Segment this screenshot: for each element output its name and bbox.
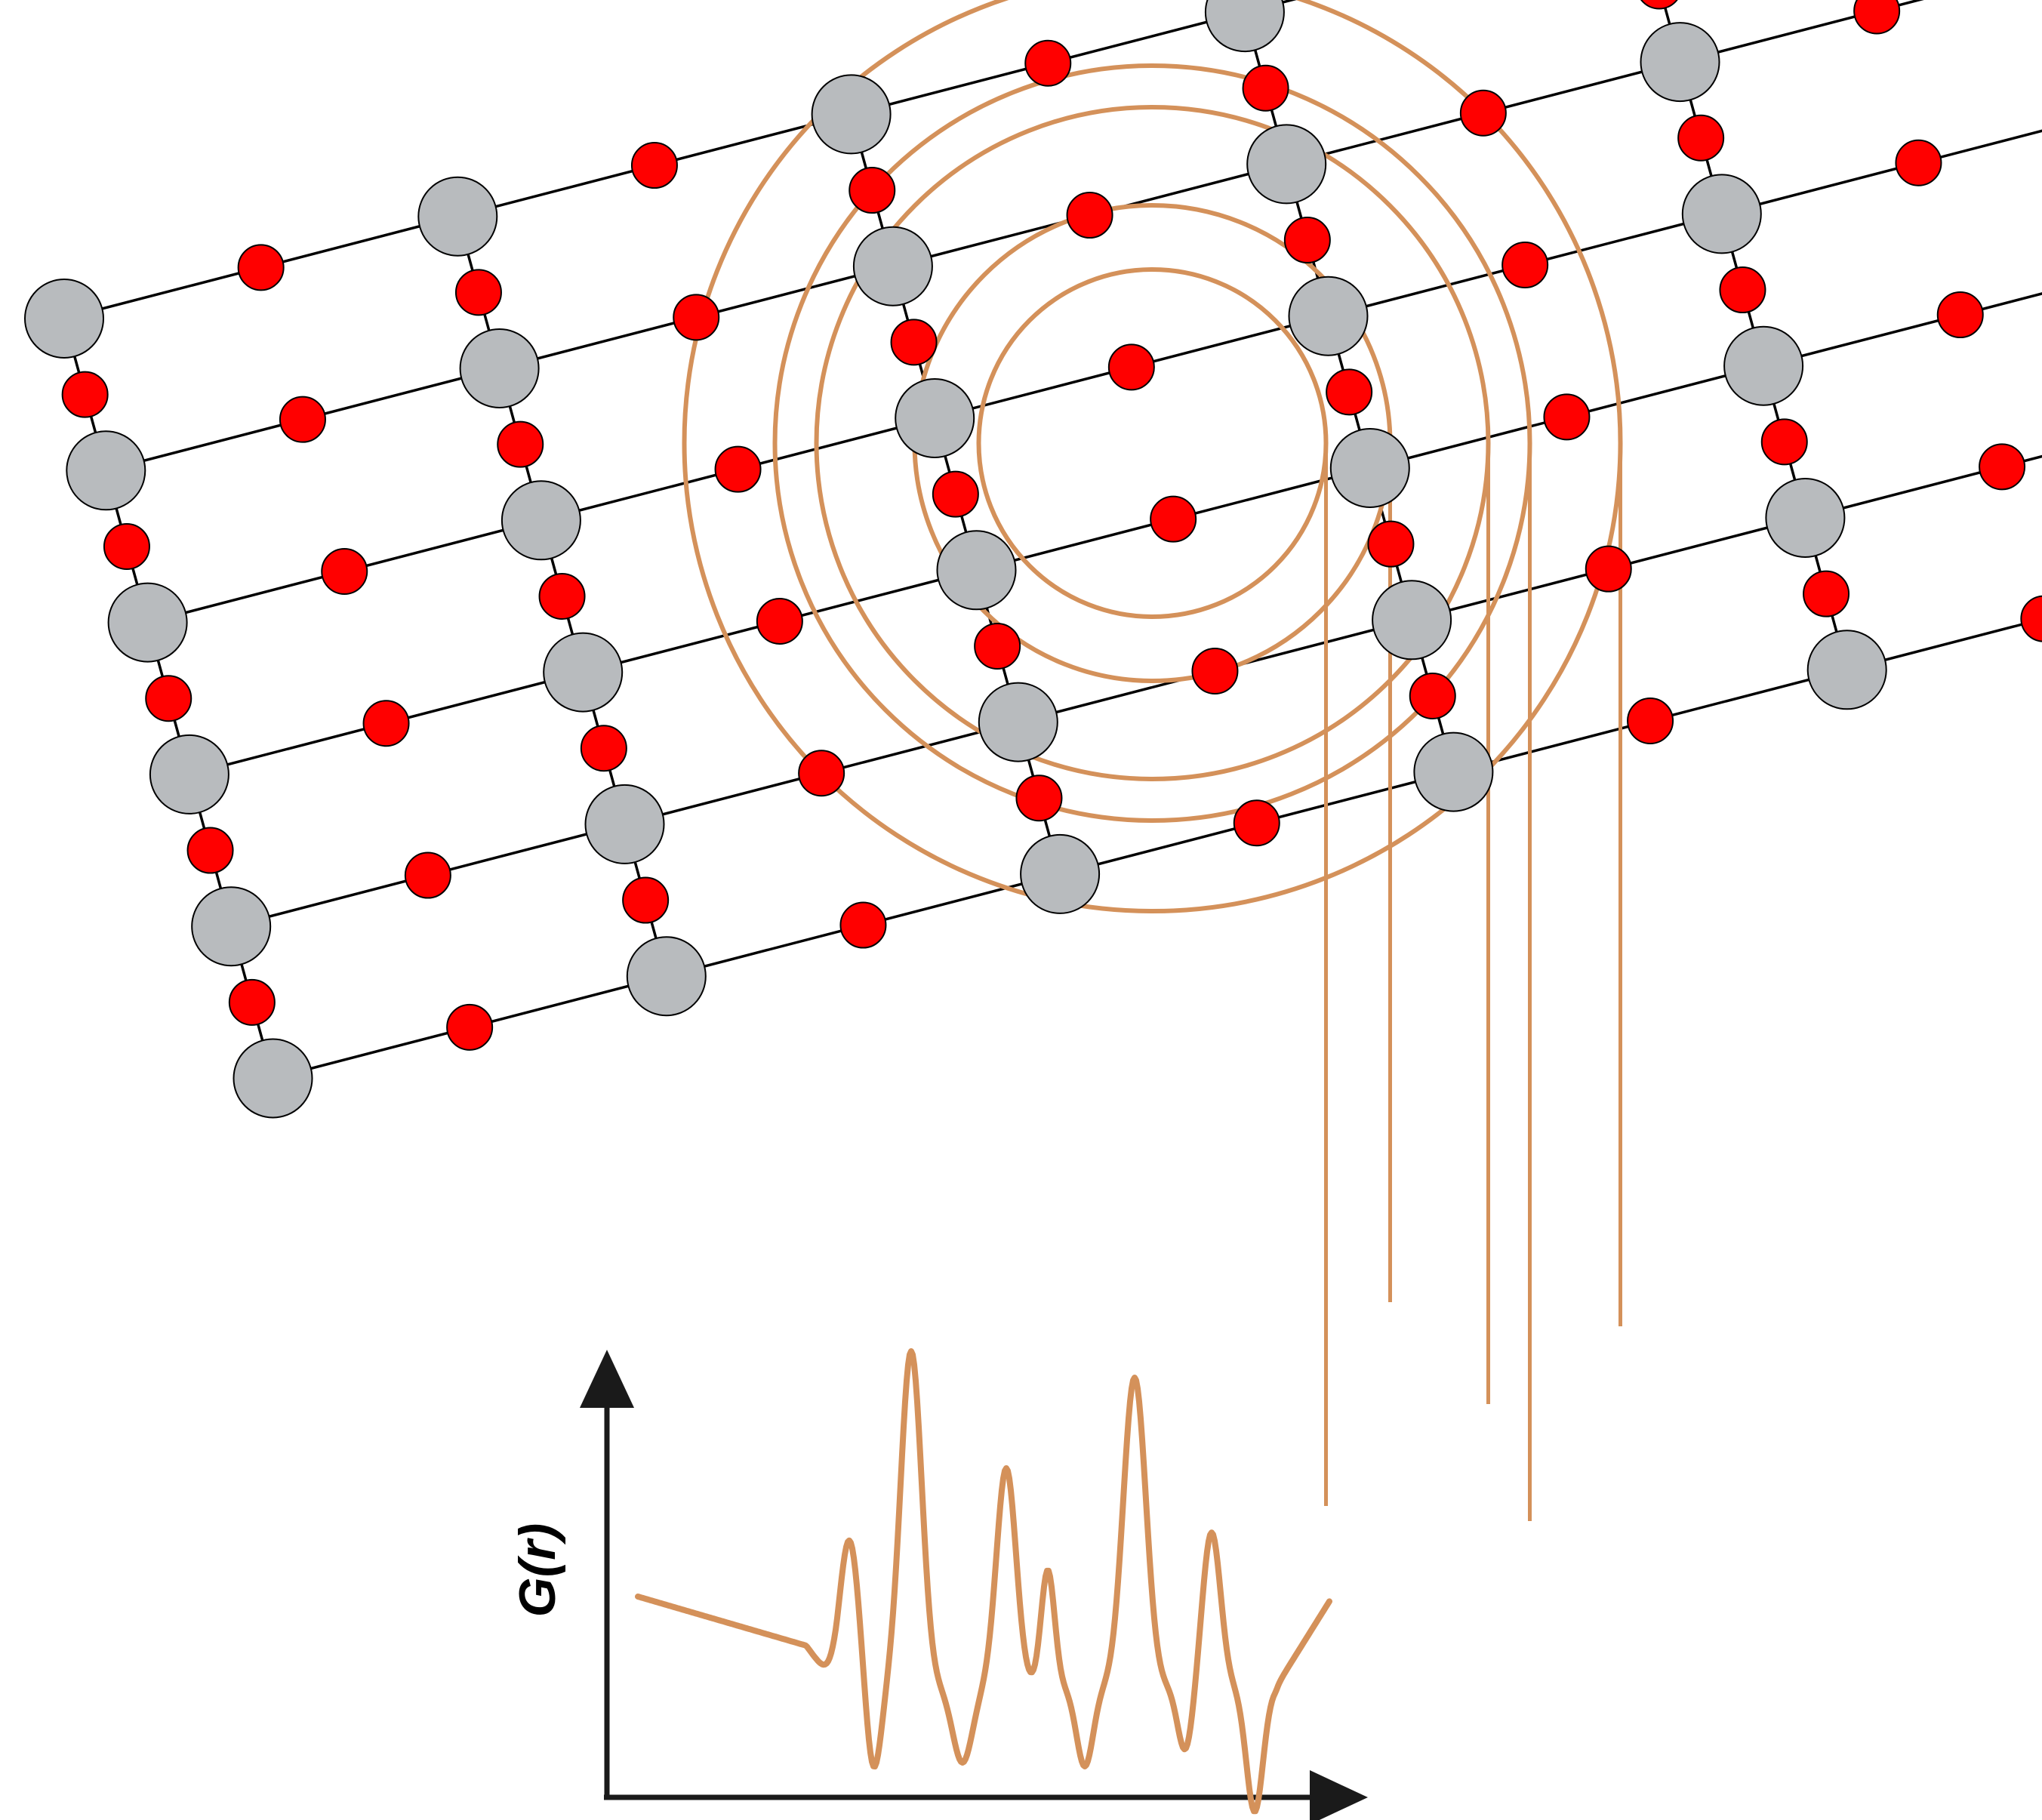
shell-circle [912,203,1393,683]
small-atom [1853,0,1901,35]
large-atom [852,226,933,306]
small-atom [798,750,845,797]
large-atom [500,480,581,561]
large-atom [584,784,665,864]
small-atom [1895,139,1942,186]
small-atom [1066,192,1113,239]
small-atom [61,371,109,418]
small-atom [1627,697,1674,744]
small-atom [714,445,762,493]
small-atom [1024,39,1072,87]
gr-curve [635,1348,1332,1815]
small-atom [1107,343,1155,391]
large-atom [895,378,975,458]
small-atom [1283,217,1331,264]
small-atom [362,700,410,747]
large-atom [66,430,146,511]
large-atom [1723,325,1804,406]
large-atom [1806,630,1887,710]
small-atom [1803,570,1850,617]
large-atom [1681,174,1762,254]
small-atom [974,622,1021,670]
small-atom [228,978,276,1026]
large-atom [24,279,104,359]
large-atom [1413,731,1494,812]
large-atom [626,936,707,1017]
small-atom [756,597,803,645]
lattice-atoms [24,0,2042,1119]
small-atom [186,827,234,874]
bond-column-line [2032,0,2042,568]
small-atom [454,269,502,316]
small-atom [2020,595,2042,642]
small-atom [849,167,896,214]
small-atom [321,547,368,595]
y-axis-arrowhead [580,1350,634,1408]
small-atom [1936,291,1984,339]
y-axis-label: G(r) [509,1523,566,1618]
small-atom [1677,114,1725,162]
shell-drop-lines [1324,443,1622,1521]
small-atom [1191,647,1239,694]
large-atom [417,176,498,257]
small-atom [1543,393,1591,441]
large-atom [1372,580,1452,661]
large-atom [1765,478,1846,558]
large-atom [936,530,1017,611]
small-atom [630,142,678,189]
large-atom [1640,22,1720,103]
small-atom [1367,520,1415,568]
large-atom [149,734,229,815]
small-atom [1233,799,1280,847]
large-atom [233,1038,313,1119]
small-atom [404,851,451,899]
small-atom [580,725,627,772]
small-atom [1760,418,1808,466]
large-atom [811,74,892,155]
large-atom [1288,276,1369,356]
large-atom [1020,833,1101,914]
large-atom [191,886,272,967]
small-atom [1459,89,1507,137]
bond-row-line [273,617,2042,1080]
small-atom [279,396,326,443]
small-atom [497,420,544,468]
large-atom [107,582,188,663]
small-atom [1501,242,1549,289]
small-atom [673,294,720,341]
lattice-bonds [63,0,2042,1080]
large-atom [978,682,1058,762]
small-atom [839,901,887,949]
small-atom [890,319,938,366]
shell-circle [976,267,1329,619]
small-atom [538,572,586,620]
small-atom [932,470,979,518]
small-atom [446,1003,494,1051]
small-atom [622,876,670,924]
large-atom [1329,428,1410,508]
small-atom [1409,672,1456,719]
small-atom [1015,775,1063,822]
small-atom [1979,443,2026,491]
small-atom [145,675,192,722]
x-axis-arrowhead [1310,1770,1368,1820]
small-atom [237,244,285,291]
large-atom [543,632,624,713]
small-atom [1242,64,1289,112]
large-atom [459,328,540,408]
small-atom [1640,0,1678,10]
small-atom [1719,266,1766,314]
small-atom [1150,495,1197,543]
small-atom [103,522,150,570]
small-atom [1326,368,1373,416]
large-atom [1246,124,1327,205]
plot-axes [580,1350,1368,1820]
small-atom [1585,545,1632,593]
bond-row-line [230,454,2042,928]
large-atom [1204,0,1285,53]
